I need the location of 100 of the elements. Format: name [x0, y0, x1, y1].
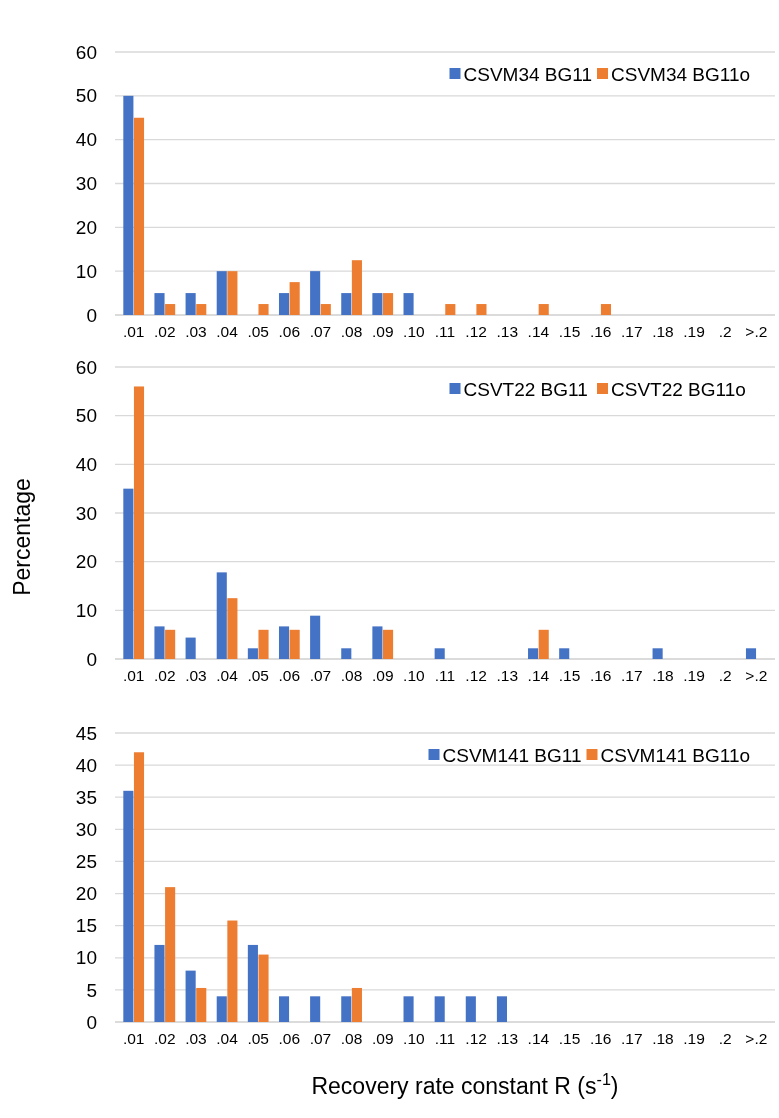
bar — [652, 648, 663, 659]
bar — [258, 629, 269, 659]
bar — [528, 648, 539, 659]
bar — [154, 944, 165, 1022]
x-tick-label: .09 — [371, 667, 394, 684]
x-tick-label: .08 — [340, 1030, 363, 1047]
bar — [185, 637, 196, 659]
x-tick-label: .01 — [122, 1030, 145, 1047]
y-tick-label: 60 — [75, 356, 97, 378]
x-tick-label: >.2 — [745, 1030, 768, 1047]
bar — [341, 648, 352, 659]
x-tick-label: .11 — [434, 667, 456, 684]
y-axis-title: Percentage — [9, 478, 35, 596]
x-tick-label: .13 — [496, 1030, 519, 1047]
x-tick-label: .01 — [122, 323, 145, 340]
y-tick-label: 20 — [75, 551, 97, 573]
bar — [403, 293, 414, 315]
bar — [196, 987, 207, 1022]
x-tick-label: .14 — [527, 667, 550, 684]
bar — [165, 304, 176, 315]
bar — [154, 626, 165, 659]
legend-label: CSVM34 BG11 — [463, 63, 592, 85]
x-tick-label: .14 — [527, 1030, 550, 1047]
x-tick-label: .2 — [718, 667, 732, 684]
y-tick-label: 10 — [75, 947, 97, 969]
y-tick-label: 0 — [86, 1011, 97, 1033]
y-tick-label: 50 — [75, 405, 97, 427]
x-tick-label: .18 — [652, 323, 674, 340]
x-tick-label: .12 — [465, 1030, 487, 1047]
x-tick-label: .07 — [309, 667, 332, 684]
legend-label: CSVT22 BG11 — [463, 378, 588, 400]
bar — [196, 304, 207, 315]
bar — [310, 271, 321, 315]
x-tick-label: .15 — [558, 667, 581, 684]
x-tick-label: .11 — [434, 1030, 456, 1047]
bar — [278, 626, 290, 659]
x-tick-label: .10 — [403, 667, 426, 684]
y-tick-label: 10 — [75, 260, 97, 282]
y-tick-label: 30 — [75, 173, 97, 195]
bar — [227, 920, 238, 1022]
bar — [320, 304, 331, 315]
bar — [289, 282, 300, 315]
x-tick-label: .11 — [434, 323, 456, 340]
x-tick-label: .18 — [652, 667, 674, 684]
x-tick-label: .17 — [621, 667, 643, 684]
y-tick-label: 25 — [75, 851, 97, 873]
bar — [745, 648, 757, 659]
bar — [383, 293, 394, 315]
bar — [538, 304, 549, 315]
y-tick-label: 40 — [75, 129, 97, 151]
x-tick-label: .03 — [185, 667, 207, 684]
bar — [372, 293, 383, 315]
y-tick-label: 0 — [86, 648, 97, 670]
bar — [165, 629, 176, 659]
x-tick-label: .02 — [154, 1030, 176, 1047]
x-tick-label: .2 — [718, 1030, 732, 1047]
bar — [465, 996, 476, 1022]
x-tick-label: .16 — [589, 323, 612, 340]
bar — [351, 987, 362, 1022]
x-tick-label: .01 — [122, 667, 145, 684]
bar — [165, 887, 176, 1022]
y-tick-label: 5 — [86, 979, 97, 1001]
x-tick-label: .06 — [278, 1030, 301, 1047]
bar — [559, 648, 570, 659]
x-tick-label: .09 — [371, 1030, 394, 1047]
bar — [185, 970, 196, 1022]
x-tick-label: .16 — [589, 1030, 612, 1047]
x-tick-label: .04 — [216, 667, 239, 684]
bar — [216, 996, 227, 1022]
bar — [133, 752, 145, 1022]
bar — [372, 626, 383, 659]
bar — [216, 572, 227, 659]
bar — [476, 304, 487, 315]
x-tick-label: >.2 — [745, 667, 768, 684]
y-tick-label: 30 — [75, 818, 97, 840]
bar — [278, 996, 290, 1022]
y-tick-label: 0 — [86, 304, 97, 326]
y-tick-label: 35 — [75, 786, 97, 808]
bar — [247, 648, 258, 659]
x-tick-label: .19 — [683, 667, 705, 684]
bar — [434, 996, 445, 1022]
bar — [434, 648, 445, 659]
bar — [227, 271, 238, 315]
y-tick-label: 20 — [75, 883, 97, 905]
x-tick-label: .08 — [340, 323, 363, 340]
x-tick-label: .09 — [371, 323, 394, 340]
x-tick-label: .04 — [216, 1030, 239, 1047]
bar — [496, 996, 507, 1022]
x-tick-label: .12 — [465, 667, 487, 684]
bar — [351, 260, 362, 315]
bar — [123, 790, 134, 1022]
x-tick-label: .02 — [154, 667, 176, 684]
y-tick-label: 40 — [75, 453, 97, 475]
bar — [403, 996, 414, 1022]
bar — [123, 488, 134, 659]
y-tick-label: 45 — [75, 722, 97, 744]
y-tick-label: 20 — [75, 216, 97, 238]
x-tick-label: .16 — [589, 667, 612, 684]
bar — [123, 95, 134, 315]
y-tick-label: 15 — [75, 915, 97, 937]
